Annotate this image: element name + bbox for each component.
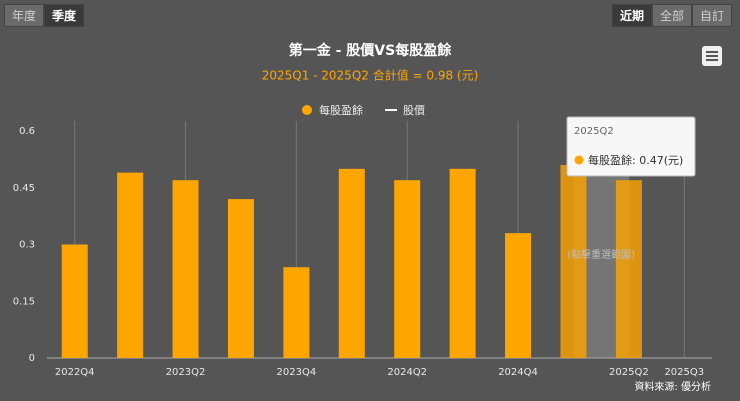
y-tick-label: 0.3 (19, 240, 35, 251)
legend-label: 每股盈餘 (319, 103, 363, 117)
bar (117, 172, 144, 358)
tooltip-text: 每股盈餘: 0.47(元) (588, 153, 683, 167)
bar (172, 180, 199, 358)
range-button[interactable]: 自訂 (692, 4, 732, 27)
tooltip: 2025Q2 每股盈餘: 0.47(元) (566, 116, 696, 177)
chart-title: 第一金 - 股價VS每股盈餘 (289, 42, 452, 59)
bar (615, 180, 642, 358)
bar (283, 267, 310, 358)
bar (449, 168, 476, 358)
x-tick-label: 2022Q4 (55, 367, 95, 378)
y-tick-label: 0 (29, 353, 35, 364)
x-tick-label: 2023Q4 (277, 367, 317, 378)
tooltip-box (566, 116, 696, 177)
x-tick-label: 2025Q2 (609, 367, 649, 378)
source-note: 資料來源: 優分析 (634, 380, 711, 393)
bar (338, 168, 365, 358)
range-button[interactable]: 全部 (652, 4, 692, 27)
selection-hint: (點擊重選範圍) (567, 248, 635, 261)
tooltip-title: 2025Q2 (574, 126, 614, 137)
period-button[interactable]: 季度 (44, 4, 84, 27)
x-tick-label: 2024Q2 (387, 367, 427, 378)
bar (505, 233, 532, 358)
legend-label: 股價 (403, 103, 425, 117)
bar (227, 199, 254, 358)
menu-icon[interactable] (702, 46, 722, 66)
range-button[interactable]: 近期 (612, 4, 652, 27)
x-tick-label: 2025Q3 (664, 367, 704, 378)
bar (560, 165, 587, 358)
x-tick-label: 2024Q4 (498, 367, 538, 378)
tooltip-marker (574, 155, 584, 165)
legend-marker (302, 105, 312, 115)
bar (61, 244, 88, 358)
period-button[interactable]: 年度 (4, 4, 44, 27)
chart-subtitle: 2025Q1 - 2025Q2 合計值 = 0.98 (元) (262, 68, 479, 83)
y-tick-label: 0.15 (13, 296, 35, 307)
x-tick-label: 2023Q2 (166, 367, 206, 378)
y-tick-label: 0.45 (13, 183, 35, 194)
y-tick-label: 0.6 (19, 126, 35, 137)
bar (394, 180, 421, 358)
